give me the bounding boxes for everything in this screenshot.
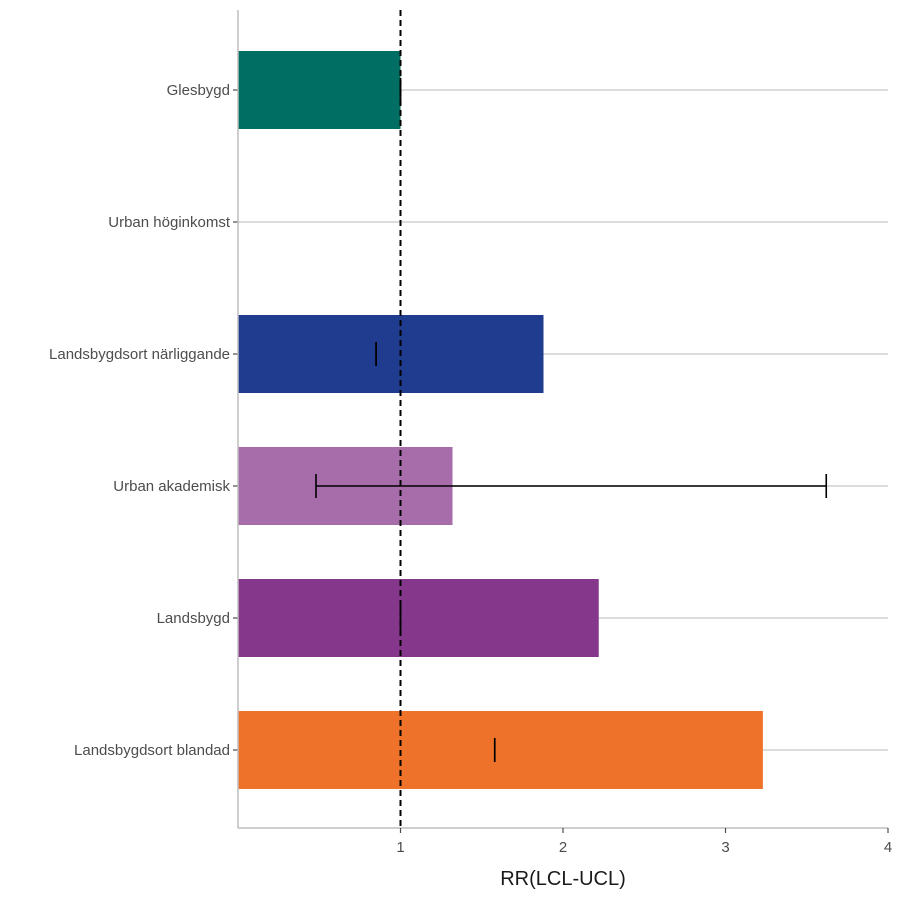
bar	[238, 579, 599, 657]
x-tick-label: 1	[396, 839, 404, 856]
x-tick-label: 3	[721, 839, 729, 856]
y-tick-label: Glesbygd	[167, 82, 230, 99]
x-tick-label: 4	[884, 839, 892, 856]
bars	[238, 51, 763, 789]
y-tick-label: Landsbygd	[157, 610, 230, 627]
bar	[238, 51, 401, 129]
tick-labels: Glesbygd Urban höginkomst Landsbygdsort nä…	[49, 82, 892, 856]
error-bars	[315, 78, 828, 762]
bar	[238, 315, 544, 393]
x-axis-title: RR(LCL-UCL)	[500, 868, 626, 890]
bar	[238, 711, 763, 789]
y-tick-label: Landsbygdsort blandad	[74, 742, 230, 759]
y-tick-label: Urban akademisk	[113, 478, 230, 495]
y-tick-label: Landsbygdsort närliggande	[49, 346, 230, 363]
y-tick-label: Urban höginkomst	[108, 214, 231, 231]
x-tick-label: 2	[559, 839, 567, 856]
axes	[233, 10, 889, 833]
